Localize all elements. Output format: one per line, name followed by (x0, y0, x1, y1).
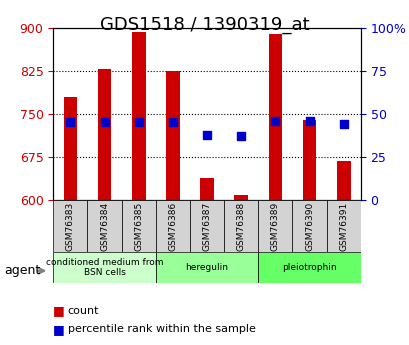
Text: GSM76391: GSM76391 (338, 201, 347, 250)
Text: heregulin: heregulin (185, 263, 228, 272)
Text: GDS1518 / 1390319_at: GDS1518 / 1390319_at (100, 16, 309, 33)
Bar (97, 69, 111, 200)
FancyBboxPatch shape (121, 200, 155, 252)
Text: pleiotrophin: pleiotrophin (281, 263, 336, 272)
Text: GSM76389: GSM76389 (270, 201, 279, 250)
Text: GSM76384: GSM76384 (100, 201, 109, 250)
FancyBboxPatch shape (189, 200, 224, 252)
FancyBboxPatch shape (326, 200, 360, 252)
FancyBboxPatch shape (155, 200, 189, 252)
Point (67, 120, 74, 125)
Text: count: count (67, 306, 99, 315)
Bar (132, 32, 145, 200)
Text: GSM76383: GSM76383 (66, 201, 75, 250)
Point (135, 120, 142, 125)
Bar (302, 120, 316, 200)
Point (169, 120, 176, 125)
Text: conditioned medium from
BSN cells: conditioned medium from BSN cells (46, 258, 163, 277)
Text: GSM76390: GSM76390 (304, 201, 313, 250)
Point (101, 120, 108, 125)
Bar (200, 178, 213, 200)
Bar (268, 34, 281, 200)
FancyBboxPatch shape (155, 252, 258, 283)
Point (306, 118, 312, 124)
Bar (63, 97, 77, 200)
Text: GSM76385: GSM76385 (134, 201, 143, 250)
Bar (166, 71, 179, 200)
Point (203, 132, 210, 137)
Text: GSM76386: GSM76386 (168, 201, 177, 250)
Text: agent: agent (4, 264, 40, 277)
Text: ■: ■ (53, 323, 65, 336)
Point (237, 134, 244, 139)
FancyBboxPatch shape (53, 200, 87, 252)
Text: GSM76387: GSM76387 (202, 201, 211, 250)
Bar (336, 161, 350, 200)
Text: percentile rank within the sample: percentile rank within the sample (67, 325, 255, 334)
Text: ■: ■ (53, 304, 65, 317)
Text: GSM76388: GSM76388 (236, 201, 245, 250)
FancyBboxPatch shape (258, 252, 360, 283)
FancyBboxPatch shape (224, 200, 258, 252)
Bar (234, 196, 247, 200)
Point (339, 121, 346, 127)
Point (272, 118, 278, 124)
FancyBboxPatch shape (53, 252, 155, 283)
FancyBboxPatch shape (258, 200, 292, 252)
FancyBboxPatch shape (87, 200, 121, 252)
FancyBboxPatch shape (292, 200, 326, 252)
